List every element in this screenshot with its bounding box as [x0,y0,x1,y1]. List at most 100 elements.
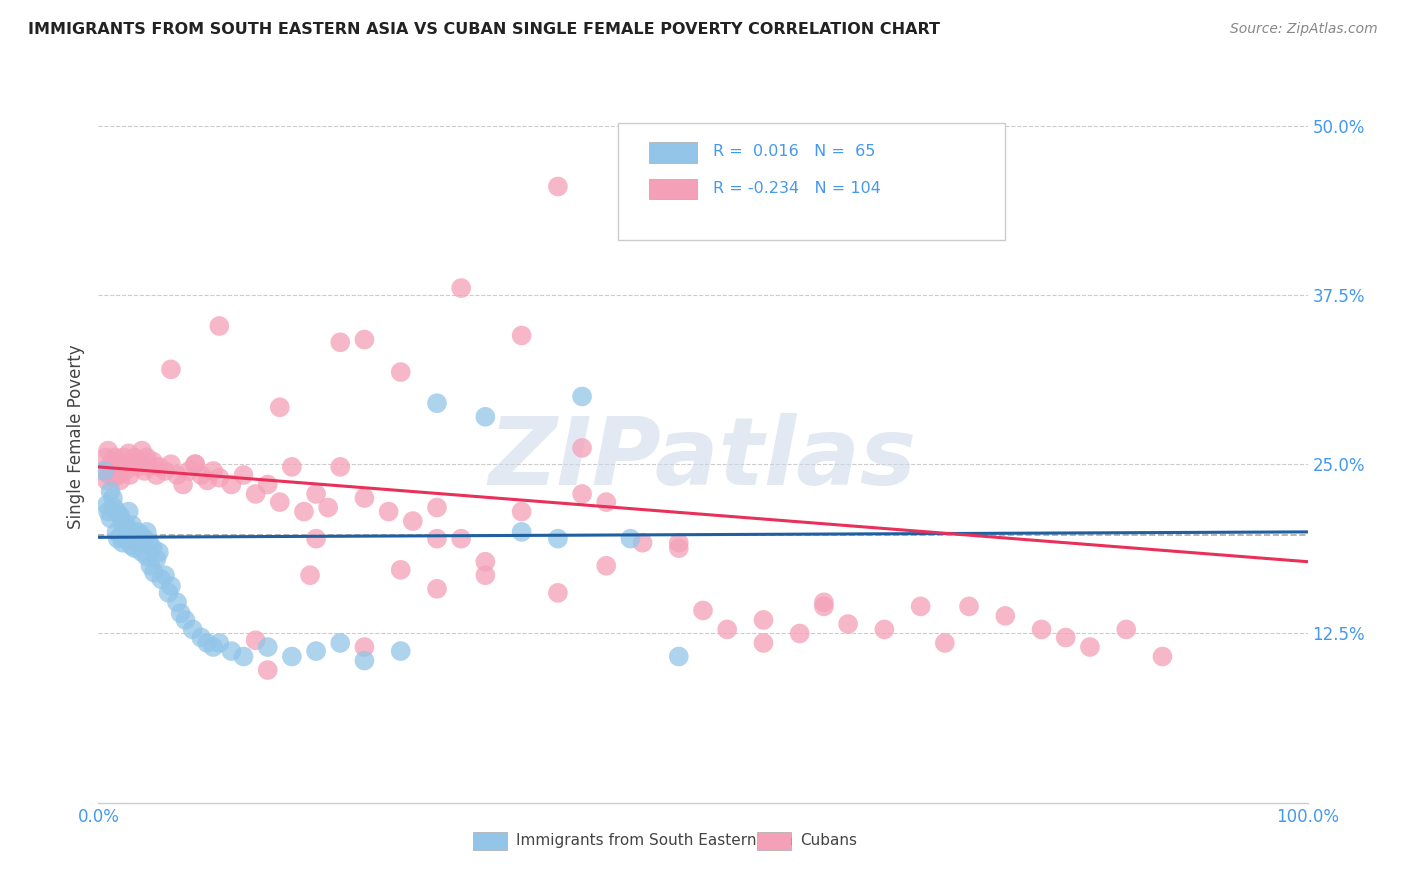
Point [837,617,859,632]
Point [105,524,128,539]
Point [221,644,243,658]
Point [789,626,811,640]
Point [232,468,254,483]
Point [353,640,375,654]
Point [138,535,160,549]
Point [134,532,156,546]
Point [93,464,115,478]
Point [910,599,932,614]
Point [101,491,124,505]
Point [118,446,141,460]
Text: Cubans: Cubans [800,833,856,848]
Point [426,582,449,596]
Bar [648,143,697,163]
Point [510,328,533,343]
Point [389,563,412,577]
Point [190,468,212,483]
Point [269,495,291,509]
Point [121,518,143,533]
Point [100,457,122,471]
Point [96,474,118,488]
Point [172,477,194,491]
Point [94,450,117,465]
Point [1152,649,1174,664]
Point [450,532,472,546]
Point [181,623,204,637]
Point [160,457,183,471]
Bar [474,832,508,850]
Point [619,532,641,546]
FancyBboxPatch shape [619,122,1005,240]
Point [426,396,449,410]
Point [208,318,231,333]
Point [148,545,170,559]
Point [329,459,352,474]
Point [377,505,399,519]
Point [131,545,153,559]
Point [510,524,533,539]
Point [353,491,375,505]
Point [169,606,191,620]
Text: ZIPatlas: ZIPatlas [489,413,917,505]
Point [166,468,188,483]
Point [131,443,153,458]
Point [474,409,496,424]
Point [135,549,157,564]
Point [571,487,593,501]
Point [127,459,149,474]
Point [668,535,690,549]
Point [389,365,412,379]
Point [269,401,291,415]
Point [124,450,146,465]
Point [426,532,449,546]
Text: R = -0.234   N = 104: R = -0.234 N = 104 [713,181,880,196]
Point [752,613,775,627]
Point [474,555,496,569]
Point [221,477,243,491]
Point [153,464,176,478]
Point [716,623,738,637]
Text: R =  0.016   N =  65: R = 0.016 N = 65 [713,145,875,160]
Point [121,457,143,471]
Point [96,498,118,512]
Point [97,443,120,458]
Point [97,505,120,519]
Point [281,649,304,664]
Point [160,579,183,593]
Point [110,527,132,541]
Point [510,505,533,519]
Point [305,532,328,546]
Point [135,524,157,539]
Point [1078,640,1101,654]
Point [256,477,278,491]
Point [124,541,146,556]
Point [139,558,162,573]
Point [1115,623,1137,637]
Point [668,649,690,664]
Point [100,459,122,474]
Point [148,459,170,474]
Point [128,454,150,468]
Point [316,500,339,515]
Point [208,636,231,650]
Point [115,457,138,471]
Point [299,568,322,582]
Text: IMMIGRANTS FROM SOUTH EASTERN ASIA VS CUBAN SINGLE FEMALE POVERTY CORRELATION CH: IMMIGRANTS FROM SOUTH EASTERN ASIA VS CU… [28,22,941,37]
Point [571,441,593,455]
Text: Immigrants from South Eastern Asia: Immigrants from South Eastern Asia [516,833,793,848]
Point [873,623,896,637]
Point [994,608,1017,623]
Point [813,595,835,609]
Point [135,450,157,465]
Point [104,450,127,465]
Point [547,586,569,600]
Text: Source: ZipAtlas.com: Source: ZipAtlas.com [1230,22,1378,37]
Point [108,508,131,523]
Point [142,454,165,468]
Point [256,663,278,677]
Point [305,644,328,658]
Point [934,636,956,650]
Point [120,538,142,552]
Bar [648,179,697,199]
Point [111,535,134,549]
